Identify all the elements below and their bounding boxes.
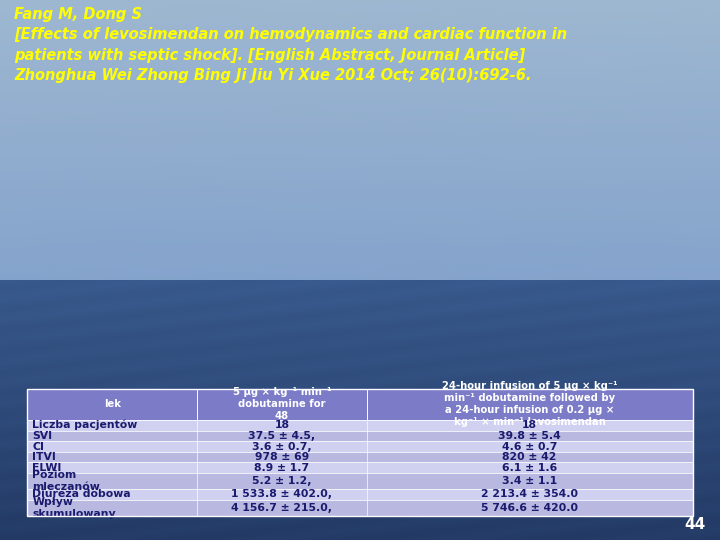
Text: 1 533.8 ± 402.0,: 1 533.8 ± 402.0, xyxy=(231,489,333,500)
Text: 44: 44 xyxy=(685,517,706,532)
Text: 18: 18 xyxy=(274,420,289,430)
Text: 820 ± 42: 820 ± 42 xyxy=(503,452,557,462)
Bar xyxy=(27,441,693,452)
Text: CI: CI xyxy=(32,442,45,451)
Text: 8.9 ± 1.7: 8.9 ± 1.7 xyxy=(254,463,310,473)
Bar xyxy=(27,500,693,516)
Text: 6.1 ± 1.6: 6.1 ± 1.6 xyxy=(502,463,557,473)
Bar xyxy=(27,389,693,420)
Text: SVI: SVI xyxy=(32,431,53,441)
Text: Poziom
mleczanów: Poziom mleczanów xyxy=(32,470,100,492)
Text: 39.8 ± 5.4: 39.8 ± 5.4 xyxy=(498,431,561,441)
Text: 3.4 ± 1.1: 3.4 ± 1.1 xyxy=(502,476,557,486)
Bar xyxy=(27,389,693,516)
Text: 4 156.7 ± 215.0,: 4 156.7 ± 215.0, xyxy=(231,503,333,512)
Text: Fang M, Dong S
[Effects of levosimendan on hemodynamics and cardiac function in
: Fang M, Dong S [Effects of levosimendan … xyxy=(14,7,567,83)
Text: 5 746.6 ± 420.0: 5 746.6 ± 420.0 xyxy=(481,503,578,512)
Text: 24-hour infusion of 5 μg × kg⁻¹
min⁻¹ dobutamine followed by
a 24-hour infusion : 24-hour infusion of 5 μg × kg⁻¹ min⁻¹ do… xyxy=(442,381,618,427)
Text: lek: lek xyxy=(104,400,121,409)
Bar xyxy=(27,473,693,489)
Text: 978 ± 69: 978 ± 69 xyxy=(255,452,309,462)
Text: ITVI: ITVI xyxy=(32,452,56,462)
Bar xyxy=(27,430,693,441)
Text: 5 μg × kg⁻¹ min⁻¹
dobutamine for
48: 5 μg × kg⁻¹ min⁻¹ dobutamine for 48 xyxy=(233,387,331,421)
Bar xyxy=(27,420,693,430)
Text: Wpływ
skumulowany: Wpływ skumulowany xyxy=(32,497,116,519)
Text: 5.2 ± 1.2,: 5.2 ± 1.2, xyxy=(252,476,312,486)
Text: 37.5 ± 4.5,: 37.5 ± 4.5, xyxy=(248,431,315,441)
Text: Liczba pacjentów: Liczba pacjentów xyxy=(32,420,138,430)
Text: 2 213.4 ± 354.0: 2 213.4 ± 354.0 xyxy=(481,489,578,500)
Text: 3.6 ± 0.7,: 3.6 ± 0.7, xyxy=(252,442,312,451)
Text: 4.6 ± 0.7: 4.6 ± 0.7 xyxy=(502,442,557,451)
Text: 18: 18 xyxy=(522,420,537,430)
Text: Diureza dobowa: Diureza dobowa xyxy=(32,489,131,500)
Bar xyxy=(27,452,693,462)
Bar xyxy=(27,462,693,473)
Bar xyxy=(27,489,693,500)
Text: ELWI: ELWI xyxy=(32,463,62,473)
